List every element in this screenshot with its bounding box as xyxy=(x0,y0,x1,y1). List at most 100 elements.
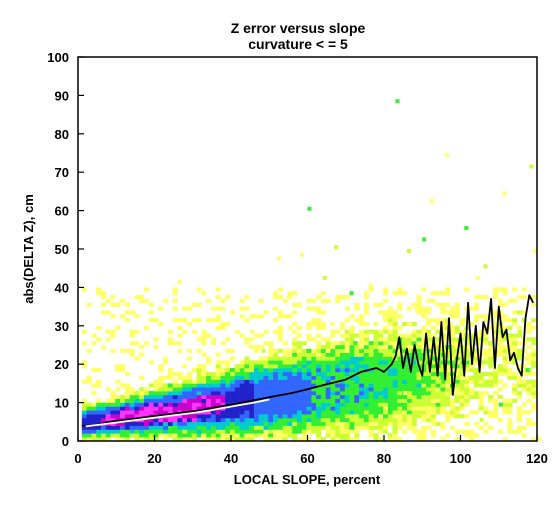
heat-cell xyxy=(459,337,465,342)
heat-cell xyxy=(253,314,260,319)
heat-cell xyxy=(282,394,288,400)
heat-cell xyxy=(301,421,307,426)
heat-cell xyxy=(531,402,537,407)
heat-cell xyxy=(349,352,355,357)
heat-cell xyxy=(325,429,331,434)
heat-cell xyxy=(378,364,384,369)
heat-cell xyxy=(225,391,231,396)
heat-cell xyxy=(177,394,183,400)
heat-cell xyxy=(526,410,532,415)
heat-cell xyxy=(191,391,197,396)
heat-cell xyxy=(234,387,240,392)
heat-cell xyxy=(191,414,197,419)
heat-cell xyxy=(459,414,465,419)
heat-cell xyxy=(158,429,164,434)
heat-cell xyxy=(320,325,326,330)
heat-cell xyxy=(191,329,197,334)
heat-cell xyxy=(473,375,479,380)
heat-cell xyxy=(124,318,130,323)
heat-cell xyxy=(421,325,427,330)
heat-cell xyxy=(373,394,379,400)
heat-cell xyxy=(488,325,494,330)
heat-cell xyxy=(258,368,264,373)
heat-cell xyxy=(239,387,245,392)
heat-cell xyxy=(330,387,336,392)
heat-cell xyxy=(464,402,470,407)
heat-cell xyxy=(344,356,350,361)
heat-cell xyxy=(353,341,358,346)
heat-cell xyxy=(340,398,346,403)
heat-cell xyxy=(306,337,312,342)
heat-cell xyxy=(292,433,298,438)
heat-cell xyxy=(440,425,446,430)
heat-cell xyxy=(296,410,303,415)
heat-cell xyxy=(129,429,135,434)
heat-cell xyxy=(306,383,312,388)
heat-cell xyxy=(167,341,173,346)
heat-cell xyxy=(449,406,456,411)
heat-cell xyxy=(249,417,255,423)
heat-cell xyxy=(244,383,250,388)
heat-cell xyxy=(406,375,413,380)
heat-cell xyxy=(349,356,355,361)
heat-cell xyxy=(230,379,236,384)
heat-cell xyxy=(402,383,408,388)
heat-cell xyxy=(383,394,389,400)
heat-cell xyxy=(416,356,422,361)
heat-cell xyxy=(502,191,507,196)
heat-cell xyxy=(493,402,499,407)
heat-cell xyxy=(206,318,212,323)
heat-cell xyxy=(340,295,346,300)
heat-cell xyxy=(191,402,197,407)
heat-cell xyxy=(292,291,298,296)
heat-cell xyxy=(134,433,140,438)
heat-cell xyxy=(131,310,136,315)
heat-cell xyxy=(516,379,522,384)
heat-cell xyxy=(435,410,441,415)
heat-cell xyxy=(201,410,207,415)
heat-cell xyxy=(239,394,245,400)
heat-cell xyxy=(287,398,293,403)
heat-cell xyxy=(215,368,221,373)
heat-cell xyxy=(335,429,341,434)
heat-cell xyxy=(473,421,479,426)
heat-cell xyxy=(139,421,145,426)
heat-cell xyxy=(253,433,260,438)
heat-cell xyxy=(253,371,260,377)
heat-cell xyxy=(296,394,303,400)
heat-cell xyxy=(373,410,379,415)
heat-cell xyxy=(421,306,427,311)
heat-cell xyxy=(392,433,398,438)
heat-cell xyxy=(392,383,398,388)
heat-cell xyxy=(143,394,150,400)
heat-cell xyxy=(239,379,245,384)
heat-cell xyxy=(354,364,360,369)
heat-cell xyxy=(163,394,169,400)
heat-cell xyxy=(249,364,255,369)
heat-cell xyxy=(187,356,193,361)
heat-cell xyxy=(531,371,537,377)
heat-cell xyxy=(349,291,354,296)
heat-cell xyxy=(349,371,355,377)
heat-cell xyxy=(311,406,317,411)
heat-cell xyxy=(239,306,245,311)
heat-cell xyxy=(359,314,365,319)
heat-cell xyxy=(430,402,436,407)
heat-cell xyxy=(354,360,360,365)
heat-cell xyxy=(196,433,202,438)
heat-cell xyxy=(124,433,130,438)
heat-cell xyxy=(225,394,231,400)
heat-cell xyxy=(167,383,173,388)
heat-cell xyxy=(440,329,446,334)
heat-cell xyxy=(263,341,269,346)
heat-cell xyxy=(397,360,403,365)
heat-cell xyxy=(153,394,159,400)
heat-cell xyxy=(497,352,503,357)
heat-cell xyxy=(201,387,207,392)
heat-cell xyxy=(96,379,102,384)
heat-cell xyxy=(277,429,283,434)
heat-cell xyxy=(296,325,303,330)
heat-cell xyxy=(521,387,527,392)
heat-cell xyxy=(167,391,173,396)
heat-cell xyxy=(258,314,264,319)
